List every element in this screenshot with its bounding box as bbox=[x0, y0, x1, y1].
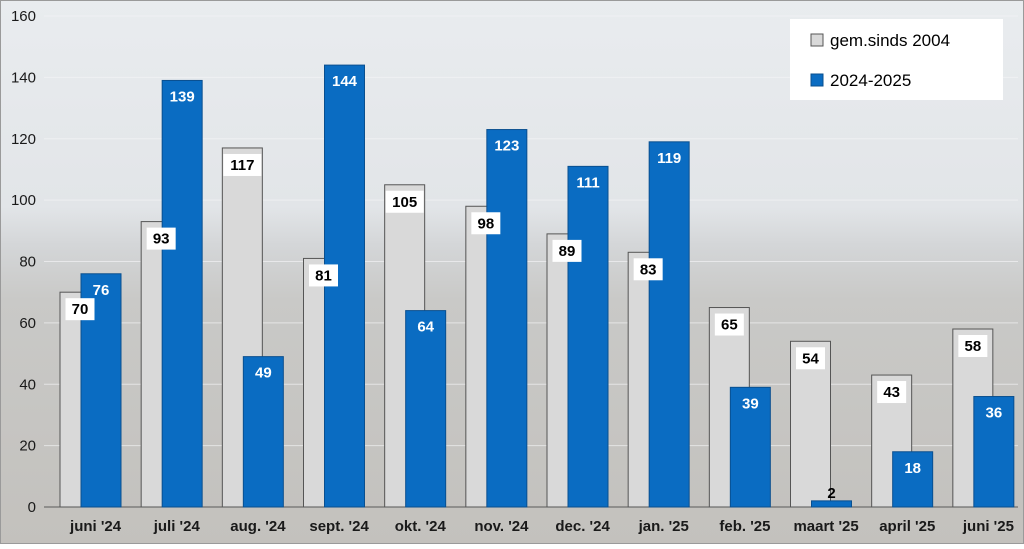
data-label-2024-2025: 18 bbox=[904, 460, 921, 477]
data-label-2024-2025: 139 bbox=[170, 88, 195, 105]
data-label-2024-2025: 36 bbox=[985, 405, 1002, 422]
legend: gem.sinds 2004 2024-2025 bbox=[790, 19, 1003, 100]
x-tick-label: aug. '24 bbox=[230, 518, 286, 535]
data-label-box bbox=[146, 227, 176, 250]
data-label-box bbox=[796, 347, 825, 370]
data-label-2024-2025: 76 bbox=[93, 282, 110, 299]
bar-2024-2025 bbox=[486, 129, 528, 508]
y-tick-label: 40 bbox=[19, 376, 36, 393]
y-axis: 0 20 40 60 80 100 120 140 160 bbox=[11, 8, 1018, 516]
bars bbox=[59, 64, 1015, 508]
x-tick-label: jan. '25 bbox=[638, 518, 689, 535]
data-label-2024-2025: 111 bbox=[576, 174, 599, 191]
data-label-gem-sinds-2004: 89 bbox=[559, 243, 576, 260]
y-tick-label: 160 bbox=[11, 8, 36, 25]
y-tick-label: 20 bbox=[19, 438, 36, 455]
legend-box bbox=[790, 19, 1003, 100]
data-label-box bbox=[385, 190, 424, 213]
x-tick-label: feb. '25 bbox=[719, 518, 770, 535]
y-tick-label: 80 bbox=[19, 254, 36, 271]
bar-2024-2025 bbox=[973, 396, 1015, 508]
data-label-gem-sinds-2004: 65 bbox=[721, 317, 738, 334]
data-label-2024-2025: 144 bbox=[332, 73, 358, 90]
y-tick-label: 120 bbox=[11, 131, 36, 148]
bar-2024-2025 bbox=[892, 451, 934, 508]
data-label-2024-2025: 64 bbox=[417, 319, 434, 336]
bar-2024-2025 bbox=[729, 386, 771, 508]
data-label-box bbox=[714, 313, 744, 336]
x-tick-label: okt. '24 bbox=[395, 518, 447, 535]
data-label-gem-sinds-2004: 43 bbox=[883, 384, 900, 401]
legend-swatch bbox=[810, 33, 824, 47]
data-label-gem-sinds-2004: 81 bbox=[315, 267, 332, 284]
data-label-gem-sinds-2004: 98 bbox=[477, 215, 494, 232]
bar-2024-2025 bbox=[242, 356, 284, 508]
x-tick-label: maart '25 bbox=[793, 518, 858, 535]
legend-swatch bbox=[810, 73, 824, 87]
data-label-box bbox=[471, 212, 501, 235]
x-tick-label: juni '24 bbox=[69, 518, 122, 535]
x-tick-label: nov. '24 bbox=[474, 518, 529, 535]
data-label-gem-sinds-2004: 70 bbox=[72, 301, 89, 318]
data-label-gem-sinds-2004: 54 bbox=[802, 350, 819, 367]
data-label-box bbox=[958, 335, 988, 358]
x-tick-label: sept. '24 bbox=[309, 518, 369, 535]
x-tick-label: juli '24 bbox=[153, 518, 201, 535]
bar-2024-2025 bbox=[811, 500, 852, 508]
y-tick-label: 0 bbox=[28, 499, 36, 516]
data-label-gem-sinds-2004: 83 bbox=[640, 261, 657, 278]
y-tick-label: 100 bbox=[11, 192, 36, 209]
legend-label: 2024-2025 bbox=[830, 71, 911, 90]
x-tick-label: dec. '24 bbox=[555, 518, 610, 535]
x-tick-label: juni '25 bbox=[962, 518, 1014, 535]
data-label-box bbox=[309, 264, 338, 287]
data-label-gem-sinds-2004: 93 bbox=[153, 231, 170, 248]
data-label-2024-2025: 39 bbox=[742, 395, 759, 412]
legend-label: gem.sinds 2004 bbox=[830, 31, 950, 50]
data-label-box bbox=[65, 298, 95, 321]
data-label-gem-sinds-2004: 117 bbox=[230, 157, 254, 174]
bar-2024-2025 bbox=[567, 165, 609, 508]
x-axis: juni '24 juli '24 aug. '24 sept. '24 okt. '2… bbox=[69, 518, 1014, 535]
bar-2024-2025 bbox=[405, 310, 447, 508]
data-label-2024-2025: 49 bbox=[255, 365, 272, 382]
data-label-2024-2025: 123 bbox=[494, 138, 519, 155]
data-label-box bbox=[633, 258, 663, 281]
y-tick-label: 60 bbox=[19, 315, 36, 332]
data-label-box bbox=[223, 153, 262, 176]
data-label-box bbox=[877, 381, 907, 404]
x-tick-label: april '25 bbox=[879, 518, 935, 535]
data-label-box bbox=[552, 239, 582, 262]
data-label-gem-sinds-2004: 105 bbox=[392, 194, 417, 211]
bar-2024-2025 bbox=[161, 79, 203, 508]
bar-2024-2025 bbox=[648, 141, 690, 508]
data-label-2024-2025: 119 bbox=[657, 150, 681, 167]
y-tick-label: 140 bbox=[11, 69, 36, 86]
data-label-2024-2025: 2 bbox=[827, 485, 835, 502]
data-label-gem-sinds-2004: 58 bbox=[964, 338, 981, 355]
